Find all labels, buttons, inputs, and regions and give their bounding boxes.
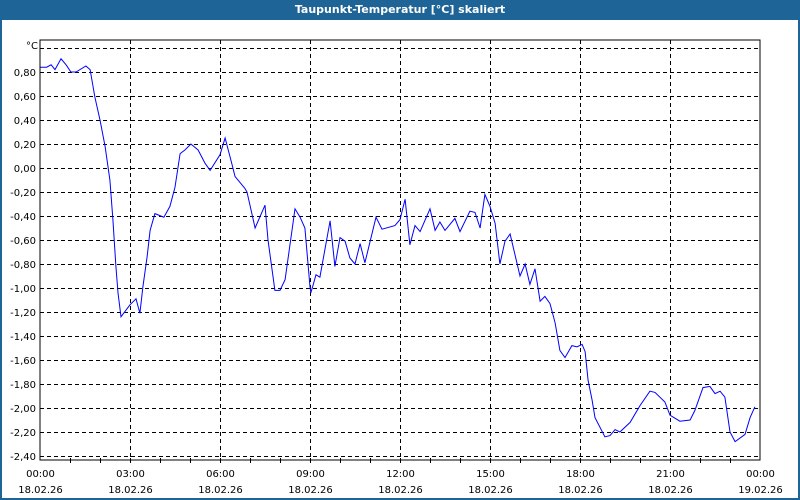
- y-tick-label: -2,40: [10, 452, 36, 463]
- y-tick-label: -0,40: [10, 212, 36, 223]
- x-tick-time: 12:00: [386, 469, 415, 480]
- x-tick-date: 18.02.26: [378, 485, 423, 496]
- x-tick-time: 18:00: [566, 469, 595, 480]
- x-tick-time: 03:00: [116, 469, 145, 480]
- plot-area-border: [39, 39, 761, 461]
- x-tick-date: 18.02.26: [558, 485, 603, 496]
- y-tick-label: 0,60: [14, 92, 36, 103]
- y-tick-label: -2,00: [10, 404, 36, 415]
- y-tick-label: 0,20: [14, 140, 36, 151]
- y-tick-label: -0,20: [10, 188, 36, 199]
- y-tick-label: -1,00: [10, 284, 36, 295]
- y-tick-label: -1,40: [10, 332, 36, 343]
- x-tick-time: 00:00: [746, 469, 775, 480]
- x-tick-time: 21:00: [656, 469, 685, 480]
- y-tick-label: -1,60: [10, 356, 36, 367]
- y-tick-label: 0,80: [14, 68, 36, 79]
- y-axis-ticks: 0,80 0,60 0,40 0,20 0,00 -0,20 -0,40 -0,60 -0,80…: [10, 68, 36, 463]
- y-tick-label: -1,80: [10, 380, 36, 391]
- y-axis-unit-label: °C: [26, 41, 38, 52]
- y-tick-label: 0,40: [14, 116, 36, 127]
- series-layer: [40, 57, 756, 443]
- x-tick-time: 06:00: [206, 469, 235, 480]
- x-tick-date: 18.02.26: [108, 485, 153, 496]
- series-line: [40, 57, 756, 443]
- y-tick-label: -1,20: [10, 308, 36, 319]
- y-tick-label: -2,20: [10, 428, 36, 439]
- y-tick-label: -0,80: [10, 260, 36, 271]
- x-tick-time: 09:00: [296, 469, 325, 480]
- x-tick-date: 19.02.26: [738, 485, 783, 496]
- y-tick-label: -0,60: [10, 236, 36, 247]
- chart-title: Taupunkt-Temperatur [°C] skaliert: [2, 0, 798, 20]
- x-tick-time: 15:00: [476, 469, 505, 480]
- x-tick-date: 18.02.26: [198, 485, 243, 496]
- x-tick-time: 00:00: [26, 469, 55, 480]
- x-tick-date: 18.02.26: [648, 485, 693, 496]
- x-tick-date: 18.02.26: [468, 485, 513, 496]
- grid: [40, 40, 760, 460]
- x-axis-ticks: 00:00 18.02.26 03:00 18.02.26 06:00 18.02.26 0…: [18, 458, 783, 496]
- y-tick-label: 0,00: [14, 164, 36, 175]
- x-tick-date: 18.02.26: [288, 485, 333, 496]
- x-tick-date: 18.02.26: [18, 485, 63, 496]
